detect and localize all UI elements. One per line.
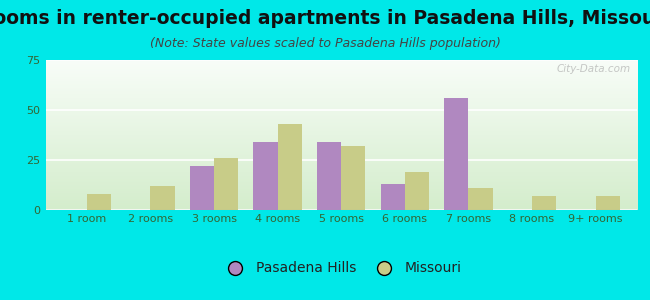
Bar bbox=[445, 98, 469, 210]
Bar bbox=[595, 196, 620, 210]
Bar bbox=[317, 142, 341, 210]
Bar bbox=[278, 124, 302, 210]
Text: (Note: State values scaled to Pasadena Hills population): (Note: State values scaled to Pasadena H… bbox=[150, 38, 500, 50]
Bar bbox=[469, 188, 493, 210]
Bar bbox=[341, 146, 365, 210]
Bar bbox=[254, 142, 278, 210]
Bar bbox=[405, 172, 429, 210]
Bar bbox=[150, 186, 175, 210]
Bar bbox=[190, 166, 214, 210]
Bar bbox=[87, 194, 111, 210]
Legend: Pasadena Hills, Missouri: Pasadena Hills, Missouri bbox=[215, 256, 467, 281]
Bar bbox=[381, 184, 405, 210]
Bar bbox=[214, 158, 238, 210]
Text: Rooms in renter-occupied apartments in Pasadena Hills, Missouri: Rooms in renter-occupied apartments in P… bbox=[0, 9, 650, 28]
Text: City-Data.com: City-Data.com bbox=[557, 64, 631, 74]
Bar bbox=[532, 196, 556, 210]
